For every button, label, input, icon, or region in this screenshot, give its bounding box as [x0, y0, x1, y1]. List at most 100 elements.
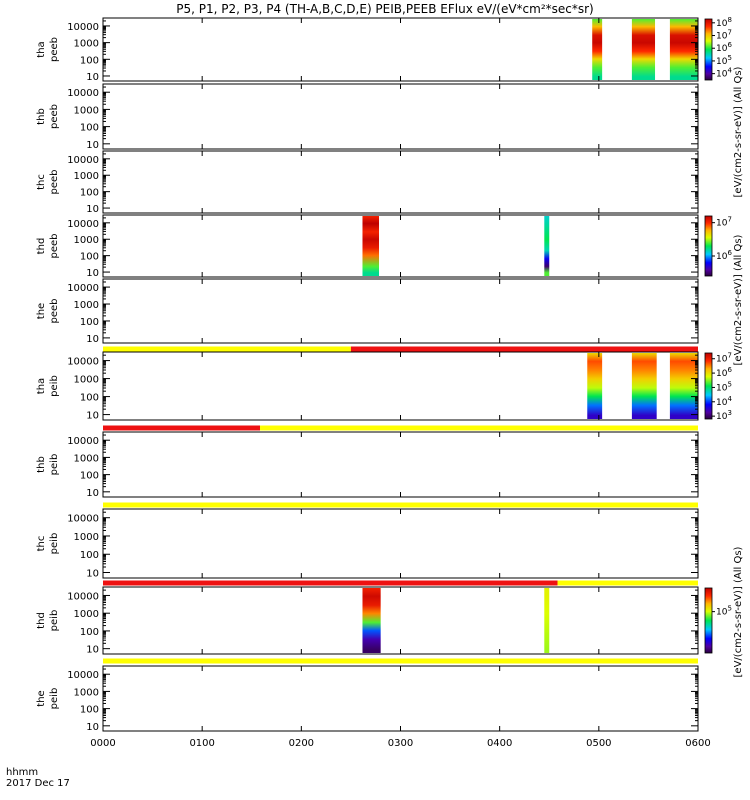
panel-label-product: peeb [49, 234, 60, 259]
panel-label-product: peib [49, 610, 60, 632]
mode-bar-segment [103, 425, 261, 431]
colorbar-tick-label: 107 [716, 352, 732, 365]
panel-frame [102, 431, 699, 498]
mode-bar-segment [103, 346, 351, 352]
y-tick-label: 100 [80, 627, 99, 638]
data-block [631, 19, 656, 80]
x-axis-label-date: 2017 Dec 17 [6, 778, 70, 789]
panel-9: 10000 1000 100 10 thd peib [36, 586, 699, 656]
mode-bar-segment [350, 346, 698, 352]
x-axis-label-hhmm: hhmm [6, 767, 38, 778]
y-tick-label: 10000 [67, 219, 99, 230]
y-tick-label: 10000 [67, 155, 99, 166]
panel-1: 10000 1000 100 10 tha peeb [36, 17, 699, 83]
x-axis: 0000 0100 0200 0300 0400 0500 0600 [90, 738, 710, 749]
mode-bar-segment [103, 658, 698, 664]
panel-label-product: peeb [49, 104, 60, 129]
y-tick-label: 1000 [74, 235, 99, 246]
colorbar-tick-label: 103 [716, 409, 732, 422]
x-tick-label: 0400 [487, 738, 512, 749]
y-tick-label: 1000 [74, 453, 99, 464]
y-tick-label: 10 [86, 411, 99, 422]
panel-label-probe: thb [36, 456, 47, 473]
panel-6: 10000 1000 100 10 tha peib [36, 351, 699, 422]
colorbar-tick-label: 106 [716, 249, 732, 262]
panel-label-probe: thc [36, 536, 47, 552]
y-tick-label: 1000 [74, 300, 99, 311]
y-tick-label: 10000 [67, 514, 99, 525]
panel-frame [102, 83, 699, 150]
panel-5: 10000 1000 100 10 the peeb [36, 278, 699, 345]
x-tick-label: 0300 [388, 738, 413, 749]
x-tick-label: 0500 [586, 738, 611, 749]
y-tick-label: 10000 [67, 88, 99, 99]
panel-frame [102, 665, 699, 732]
data-block [362, 588, 381, 653]
colorbar-gradient [704, 215, 713, 277]
panel-label-probe: thb [36, 108, 47, 125]
mode-bar-segment [557, 580, 698, 586]
panel-label-probe: the [36, 690, 47, 706]
panel-frame [102, 351, 699, 421]
panel-label-product: peeb [49, 170, 60, 195]
panel-label-product: peib [49, 375, 60, 397]
panel-label-product: peib [49, 454, 60, 476]
y-tick-label: 1000 [74, 687, 99, 698]
colorbar-tick-label: 107 [716, 29, 732, 42]
data-block [669, 19, 698, 80]
panel-frame [102, 17, 699, 82]
data-block [587, 353, 603, 419]
y-tick-label: 10 [86, 72, 99, 83]
x-tick-label: 0200 [289, 738, 314, 749]
y-tick-label: 10 [86, 268, 99, 279]
y-tick-label: 1000 [74, 609, 99, 620]
y-tick-label: 10 [86, 645, 99, 656]
data-block [631, 353, 657, 419]
colorbar-gradient [704, 352, 713, 420]
colorbar-label-bottom: [eV/(cm2-s-sr-eV)] (All Qs) [733, 546, 744, 677]
y-tick-label: 10 [86, 722, 99, 733]
panel-frame [102, 508, 699, 579]
panel-7: 10000 1000 100 10 thb peib [36, 431, 699, 499]
mode-bar-segment [103, 580, 558, 586]
panel-label-product: peib [49, 533, 60, 555]
colorbar-tick-label: 105 [716, 54, 732, 67]
panel-3: 10000 1000 100 10 thc peeb [36, 150, 699, 215]
colorbar-label-top: [eV/(cm2-s-sr-eV)] (All Qs) [733, 66, 744, 197]
data-block [362, 216, 380, 276]
panel-label-product: peeb [49, 299, 60, 324]
colorbar: 105 [704, 587, 732, 654]
y-tick-label: 100 [80, 393, 99, 404]
y-tick-label: 100 [80, 705, 99, 716]
panel-label-probe: thd [36, 612, 47, 629]
y-tick-label: 100 [80, 55, 99, 66]
y-tick-label: 100 [80, 471, 99, 482]
panel-label-probe: thc [36, 174, 47, 190]
panel-label-product: peib [49, 688, 60, 710]
panel-2: 10000 1000 100 10 thb peeb [36, 83, 699, 151]
y-tick-label: 1000 [74, 375, 99, 386]
colorbar-tick-label: 105 [716, 605, 732, 618]
colorbar-tick-label: 105 [716, 380, 732, 393]
data-block [544, 216, 550, 276]
panel-label-product: peeb [49, 37, 60, 62]
chart-title: P5, P1, P2, P3, P4 (TH-A,B,C,D,E) PEIB,P… [176, 2, 593, 16]
x-tick-label: 0100 [189, 738, 214, 749]
y-tick-label: 10 [86, 334, 99, 345]
colorbar-label-middle: [eV/(cm2-s-sr-eV)] (All Qs) [733, 234, 744, 365]
panel-label-probe: thd [36, 238, 47, 255]
y-tick-label: 100 [80, 252, 99, 263]
y-tick-label: 10 [86, 204, 99, 215]
y-tick-label: 10000 [67, 670, 99, 681]
x-tick-label: 0000 [90, 738, 115, 749]
mode-bar-segment [260, 425, 698, 431]
colorbar-tick-label: 106 [716, 366, 732, 379]
data-block [592, 19, 603, 80]
x-tick-label: 0600 [685, 738, 710, 749]
colorbar-tick-label: 104 [716, 67, 732, 80]
colorbar-tick-label: 107 [716, 216, 732, 229]
y-tick-label: 10 [86, 140, 99, 151]
panel-frame [102, 278, 699, 344]
